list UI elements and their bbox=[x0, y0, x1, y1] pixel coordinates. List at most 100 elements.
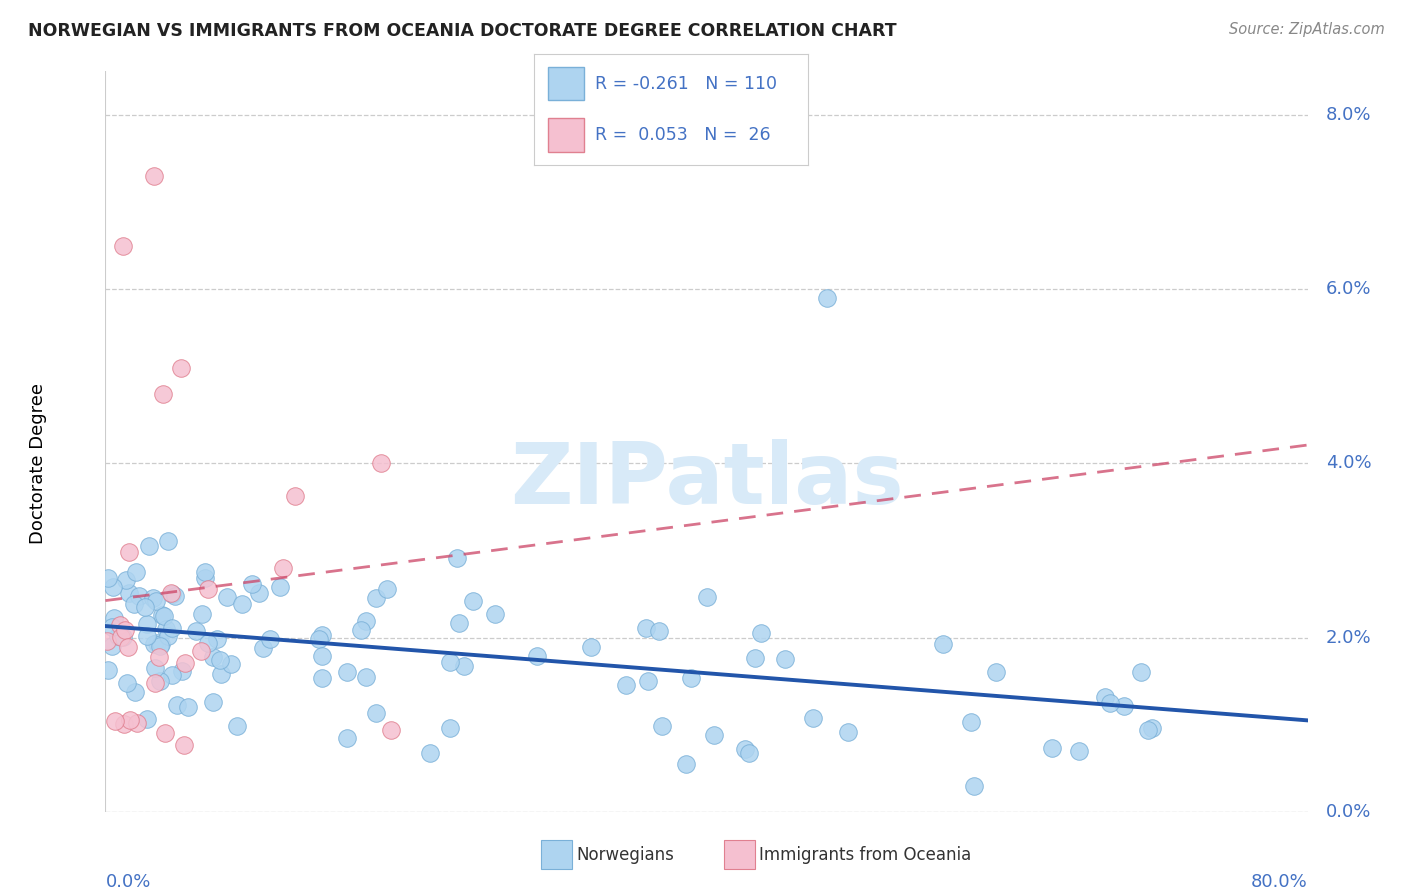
Point bbox=[166, 698, 188, 712]
Point bbox=[208, 653, 231, 667]
Point bbox=[97, 663, 120, 677]
Point bbox=[364, 706, 387, 720]
Point bbox=[157, 534, 180, 549]
Point bbox=[1067, 743, 1090, 757]
Point bbox=[209, 667, 232, 681]
Point bbox=[1137, 723, 1160, 737]
Point bbox=[526, 648, 548, 663]
Point bbox=[190, 644, 212, 658]
Point bbox=[744, 650, 766, 665]
Point bbox=[703, 728, 725, 742]
Point bbox=[107, 629, 129, 643]
Text: Norwegians: Norwegians bbox=[576, 846, 675, 863]
Point bbox=[252, 641, 274, 656]
Text: R =  0.053   N =  26: R = 0.053 N = 26 bbox=[595, 126, 770, 144]
Text: NORWEGIAN VS IMMIGRANTS FROM OCEANIA DOCTORATE DEGREE CORRELATION CHART: NORWEGIAN VS IMMIGRANTS FROM OCEANIA DOC… bbox=[28, 22, 897, 40]
Point bbox=[284, 489, 307, 503]
Point bbox=[1040, 740, 1063, 755]
Point bbox=[108, 618, 131, 632]
Point bbox=[636, 621, 658, 635]
Point bbox=[110, 630, 132, 644]
Text: R = -0.261   N = 110: R = -0.261 N = 110 bbox=[595, 75, 776, 93]
Point bbox=[311, 648, 333, 663]
Point bbox=[271, 560, 294, 574]
Point bbox=[1098, 696, 1121, 710]
Text: Immigrants from Oceania: Immigrants from Oceania bbox=[759, 846, 972, 863]
Point bbox=[172, 664, 194, 678]
Point bbox=[160, 587, 183, 601]
Point bbox=[651, 719, 673, 733]
Point bbox=[134, 600, 156, 615]
Point bbox=[336, 665, 359, 679]
Point bbox=[201, 650, 224, 665]
Point bbox=[370, 456, 392, 470]
Point bbox=[960, 714, 983, 729]
Point bbox=[461, 593, 484, 607]
Point bbox=[616, 678, 638, 692]
Point bbox=[749, 626, 772, 640]
Point bbox=[118, 545, 141, 559]
Point bbox=[231, 598, 253, 612]
Point bbox=[217, 590, 239, 604]
Point bbox=[1140, 721, 1163, 735]
Point bbox=[240, 576, 263, 591]
Point bbox=[311, 628, 333, 642]
Point bbox=[453, 659, 475, 673]
Point bbox=[1129, 665, 1152, 679]
Point bbox=[375, 582, 398, 597]
Point bbox=[149, 637, 172, 651]
Point bbox=[153, 609, 176, 624]
Text: ZIPatlas: ZIPatlas bbox=[509, 439, 904, 522]
Point bbox=[308, 632, 330, 646]
Point bbox=[173, 656, 195, 670]
Point bbox=[354, 670, 377, 684]
Point bbox=[124, 684, 146, 698]
Point bbox=[815, 291, 838, 305]
Point bbox=[162, 621, 184, 635]
Point bbox=[675, 757, 697, 772]
Point bbox=[103, 611, 125, 625]
Point bbox=[169, 360, 191, 375]
Text: 6.0%: 6.0% bbox=[1326, 280, 1371, 298]
Point bbox=[336, 731, 359, 746]
Text: Source: ZipAtlas.com: Source: ZipAtlas.com bbox=[1229, 22, 1385, 37]
Point bbox=[259, 632, 281, 646]
Point bbox=[104, 714, 127, 728]
Point bbox=[136, 629, 159, 643]
Point bbox=[579, 640, 602, 654]
Point bbox=[439, 721, 461, 735]
Point bbox=[115, 574, 138, 588]
Point bbox=[1094, 690, 1116, 705]
Point bbox=[197, 636, 219, 650]
Text: 8.0%: 8.0% bbox=[1326, 106, 1371, 124]
Point bbox=[114, 624, 136, 638]
Point bbox=[142, 637, 165, 651]
Point bbox=[143, 676, 166, 690]
Point bbox=[186, 624, 208, 638]
Point bbox=[112, 238, 135, 252]
FancyBboxPatch shape bbox=[548, 119, 583, 152]
Point bbox=[696, 590, 718, 604]
Point bbox=[226, 718, 249, 732]
Point bbox=[112, 630, 135, 644]
Point bbox=[219, 657, 242, 672]
Point bbox=[247, 586, 270, 600]
Point bbox=[194, 565, 217, 579]
Point bbox=[115, 675, 138, 690]
Point bbox=[101, 580, 124, 594]
Point bbox=[194, 571, 217, 585]
Point bbox=[142, 591, 165, 606]
Point bbox=[177, 699, 200, 714]
Point bbox=[419, 746, 441, 760]
Point bbox=[150, 608, 173, 623]
Text: 80.0%: 80.0% bbox=[1251, 872, 1308, 891]
Point bbox=[160, 586, 183, 600]
Point bbox=[963, 779, 986, 793]
Point bbox=[447, 615, 470, 630]
Point bbox=[138, 539, 160, 553]
Point bbox=[269, 580, 291, 594]
Point bbox=[149, 673, 172, 688]
Point bbox=[201, 694, 224, 708]
Point bbox=[112, 716, 135, 731]
Point bbox=[101, 640, 124, 654]
